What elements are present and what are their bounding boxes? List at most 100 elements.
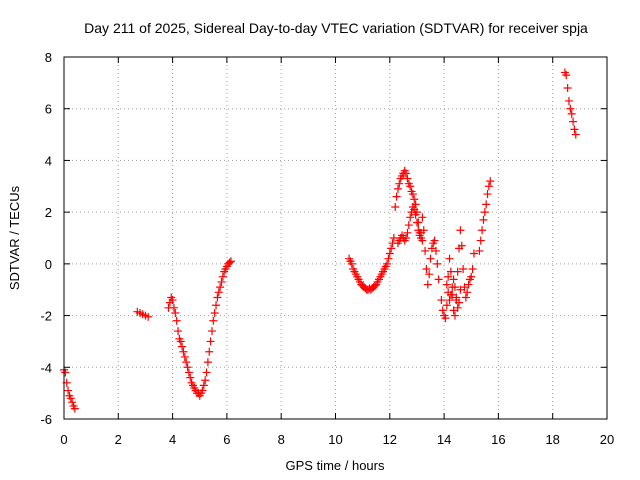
data-point (212, 301, 221, 310)
series-3 (164, 257, 235, 400)
x-tick-label: 14 (437, 432, 451, 447)
series-1 (60, 365, 79, 413)
x-tick-label: 10 (328, 432, 342, 447)
data-point (564, 96, 573, 105)
data-point (402, 169, 411, 178)
data-point (180, 352, 189, 361)
x-tick-label: 8 (278, 432, 285, 447)
data-point (463, 288, 472, 297)
series-10 (560, 68, 580, 139)
data-point (482, 200, 491, 209)
data-point (483, 190, 492, 199)
data-point (442, 301, 451, 310)
data-point (438, 306, 447, 315)
data-point (453, 303, 462, 312)
data-point (61, 368, 70, 377)
plot-frame (63, 56, 608, 420)
series-5 (393, 202, 427, 248)
data-point (433, 259, 442, 268)
data-point (385, 249, 394, 258)
data-point (446, 267, 455, 276)
data-point (387, 244, 396, 253)
data-point (395, 179, 404, 188)
series-8 (442, 275, 465, 312)
series-2 (133, 307, 153, 321)
data-point (434, 275, 443, 284)
data-point (475, 246, 484, 255)
data-point (437, 296, 446, 305)
data-point (144, 312, 153, 321)
data-point (570, 125, 579, 134)
data-point (406, 182, 415, 191)
data-point (207, 327, 216, 336)
y-axis-label: SDTVAR / TECUs (7, 185, 22, 290)
data-point (168, 296, 177, 305)
data-point (210, 308, 219, 317)
data-point (226, 257, 235, 266)
data-point (457, 241, 466, 250)
x-tick-labels: 0 2 4 6 8 10 12 14 16 18 20 (60, 432, 614, 447)
data-point (478, 226, 487, 235)
data-point (430, 236, 439, 245)
data-point (202, 368, 211, 377)
data-point (178, 342, 187, 351)
y-tick-label: -2 (40, 309, 52, 324)
x-tick-label: 2 (115, 432, 122, 447)
data-point (412, 218, 421, 227)
data-point (68, 398, 77, 407)
data-point (214, 288, 223, 297)
data-point (404, 221, 413, 230)
data-point (476, 236, 485, 245)
series-6 (417, 213, 443, 289)
y-tick-label: 4 (45, 153, 52, 168)
data-point (469, 249, 478, 258)
data-point (418, 213, 427, 222)
data-point (216, 283, 225, 292)
y-tick-label: 6 (45, 102, 52, 117)
data-point (389, 234, 398, 242)
data-point (421, 246, 430, 255)
data-point (383, 259, 392, 268)
chart-title: Day 211 of 2025, Sidereal Day-to-day VTE… (84, 20, 588, 36)
y-tick-label: 0 (45, 257, 52, 272)
data-point (468, 265, 477, 274)
data-point (410, 205, 419, 214)
data-point (186, 373, 195, 382)
x-tick-label: 12 (383, 432, 397, 447)
data-point (456, 226, 465, 235)
series-7 (437, 226, 478, 323)
data-point (182, 358, 191, 367)
x-tick-label: 0 (60, 432, 67, 447)
series-4 (345, 166, 424, 294)
data-point (445, 296, 454, 305)
data-point (64, 386, 73, 395)
data-point (453, 267, 462, 276)
data-point (445, 254, 454, 263)
data-point (442, 280, 451, 289)
y-tick-labels: -6 -4 -2 0 2 4 6 8 (40, 50, 52, 427)
data-point (459, 265, 468, 274)
data-point (393, 184, 402, 193)
data-point (456, 285, 465, 294)
y-tick-label: -6 (40, 412, 52, 427)
data-point (410, 195, 419, 204)
data-point (201, 376, 210, 385)
data-point (402, 234, 411, 242)
data-point (392, 192, 401, 201)
data-point (427, 244, 436, 253)
data-point (460, 283, 469, 292)
data-point (203, 358, 212, 367)
data-point (179, 347, 188, 356)
data-point (403, 174, 412, 183)
data-point (174, 327, 183, 336)
y-tick-label: 8 (45, 50, 52, 65)
data-point (384, 254, 393, 263)
data-point (66, 394, 75, 403)
data-point (425, 270, 434, 279)
x-tick-label: 16 (491, 432, 505, 447)
data-point (406, 213, 415, 222)
x-tick-label: 18 (545, 432, 559, 447)
data-point (562, 71, 571, 80)
data-point (452, 293, 461, 302)
